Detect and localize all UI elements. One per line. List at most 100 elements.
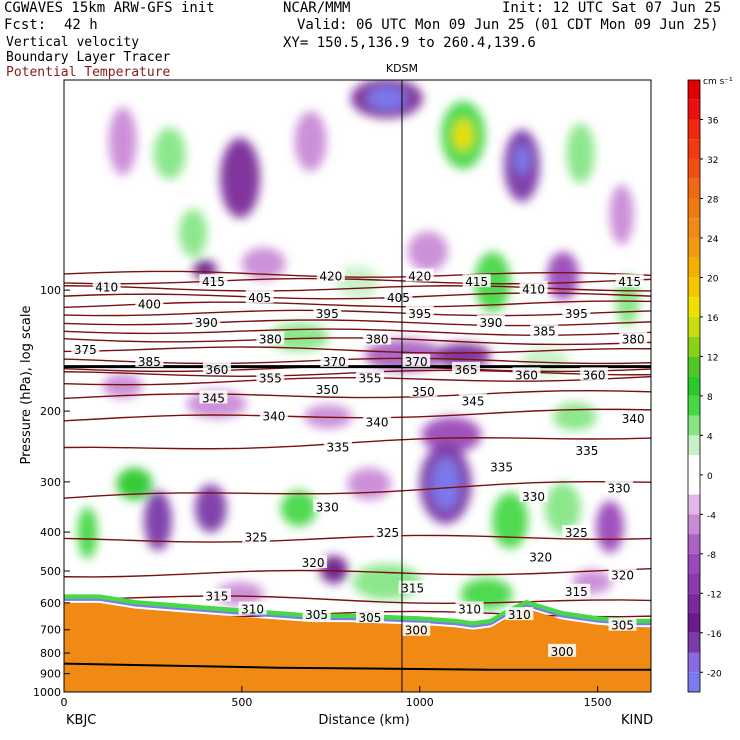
y-tick-label: 300 [40,476,61,489]
colorbar-tick-label: 0 [707,472,713,482]
contour-label-bg [199,274,228,288]
contour-label: 400 [138,298,161,312]
contour-label: 315 [206,589,229,603]
contour-label-bg [405,268,434,282]
contour-label: 420 [319,270,342,284]
contour-label-bg [526,549,555,563]
colorbar-swatch [688,297,700,317]
colorbar-swatch [688,178,700,199]
contour-label: 305 [305,608,328,622]
y-tick-label: 1000 [33,686,61,699]
colorbar-tick-label: 8 [707,393,713,403]
theta-contour-315 [64,595,651,605]
center-label: NCAR/MMM [283,0,351,16]
contour-label-bg [476,314,505,328]
colorbar-swatch [688,257,700,278]
contour-label-bg [363,331,392,345]
contour-label-bg [615,274,644,288]
colorbar-swatch [688,514,700,535]
colorbar-tick-label: 36 [707,116,719,126]
contour-label: 385 [533,324,556,338]
theta-contour-325 [64,534,651,543]
y-tick-label: 700 [40,624,61,637]
contour-label-bg [505,607,534,621]
theta-contour-345 [64,389,651,400]
x-axis-title: Distance (km) [318,713,409,728]
contour-label-bg [135,296,164,310]
y-tick-label: 900 [40,668,61,681]
y-tick-label: 800 [40,647,61,660]
contour-label: 335 [326,441,349,455]
x-tick-label: 1000 [406,696,434,709]
contour-label-bg [355,370,384,384]
colorbar-swatch [688,376,700,396]
theta-contour-420 [64,270,651,278]
colorbar-tick-label: 4 [707,432,713,442]
colorbar-swatch [688,652,700,673]
contour-label-bg [373,525,402,539]
contour-label: 395 [408,307,431,321]
contour-label: 310 [508,608,531,622]
field-boundary-layer-tracer: Boundary Layer Tracer [6,50,171,65]
contour-label-bg [562,583,591,597]
theta-contour-415 [64,277,651,285]
x-tick-label: 1500 [584,696,612,709]
colorbar-swatch [688,435,700,456]
contour-label-bg [192,314,221,328]
contour-label-bg [548,643,577,657]
contour-label-bg [462,274,491,288]
colorbar-swatch [688,99,700,120]
contour-label-bg [202,588,231,602]
contour-label: 370 [323,355,346,369]
x-tick-label: 500 [231,696,252,709]
theta-contour-375 [64,346,651,354]
colorbar-swatch [688,158,700,179]
tracer-fringe-green [64,594,651,627]
colorbar-tick-label: -8 [707,551,716,561]
contour-label: 385 [138,355,161,369]
contour-label: 340 [366,415,389,429]
colorbar-swatch [688,277,700,298]
contour-label-bg [402,353,431,367]
contour-label-bg [487,459,516,473]
contour-label: 395 [565,307,588,321]
left-station-label: KBJC [66,713,96,728]
contour-label: 325 [245,530,268,544]
contour-label: 315 [565,585,588,599]
colorbar-swatch [688,198,700,219]
contour-label: 335 [576,444,599,458]
colorbar-swatch [688,613,700,633]
field-vertical-velocity: Vertical velocity [6,35,140,50]
contour-label-bg [580,367,609,381]
theta-contour-395 [64,309,651,317]
colorbar-tick-label: -4 [707,511,716,521]
contour-label-bg [256,331,285,345]
contour-label-bg [608,567,637,581]
y-tick-label: 400 [40,526,61,539]
colorbar-swatch [688,218,700,238]
contour-label: 415 [465,275,488,289]
contour-label: 310 [458,603,481,617]
colorbar-frame [687,79,701,693]
contour-label: 420 [408,270,431,284]
colorbar-swatch [688,395,700,416]
contour-label-bg [355,609,384,623]
contour-label: 300 [551,645,574,659]
colorbar-swatch [688,455,700,495]
contour-label: 320 [529,550,552,564]
contour-label: 360 [515,368,538,382]
colorbar: 36 32 28 24 20 16 12 8 4 0 -4 -8 -12 -16 -20 [687,79,722,693]
contour-label-bg [619,331,648,345]
colorbar-swatch [688,534,700,554]
y-tick-label: 200 [40,405,61,418]
contour-label-bg [135,353,164,367]
contour-label-bg [562,525,591,539]
colorbar-swatch [688,119,700,140]
theta-contour-340 [64,408,651,422]
contour-label: 415 [618,275,641,289]
contour-label-bg [320,353,349,367]
contour-label: 330 [608,482,631,496]
station-marker-label: KDSM [386,62,418,75]
contour-label: 350 [316,383,339,397]
colorbar-tick-label: -16 [707,630,722,640]
